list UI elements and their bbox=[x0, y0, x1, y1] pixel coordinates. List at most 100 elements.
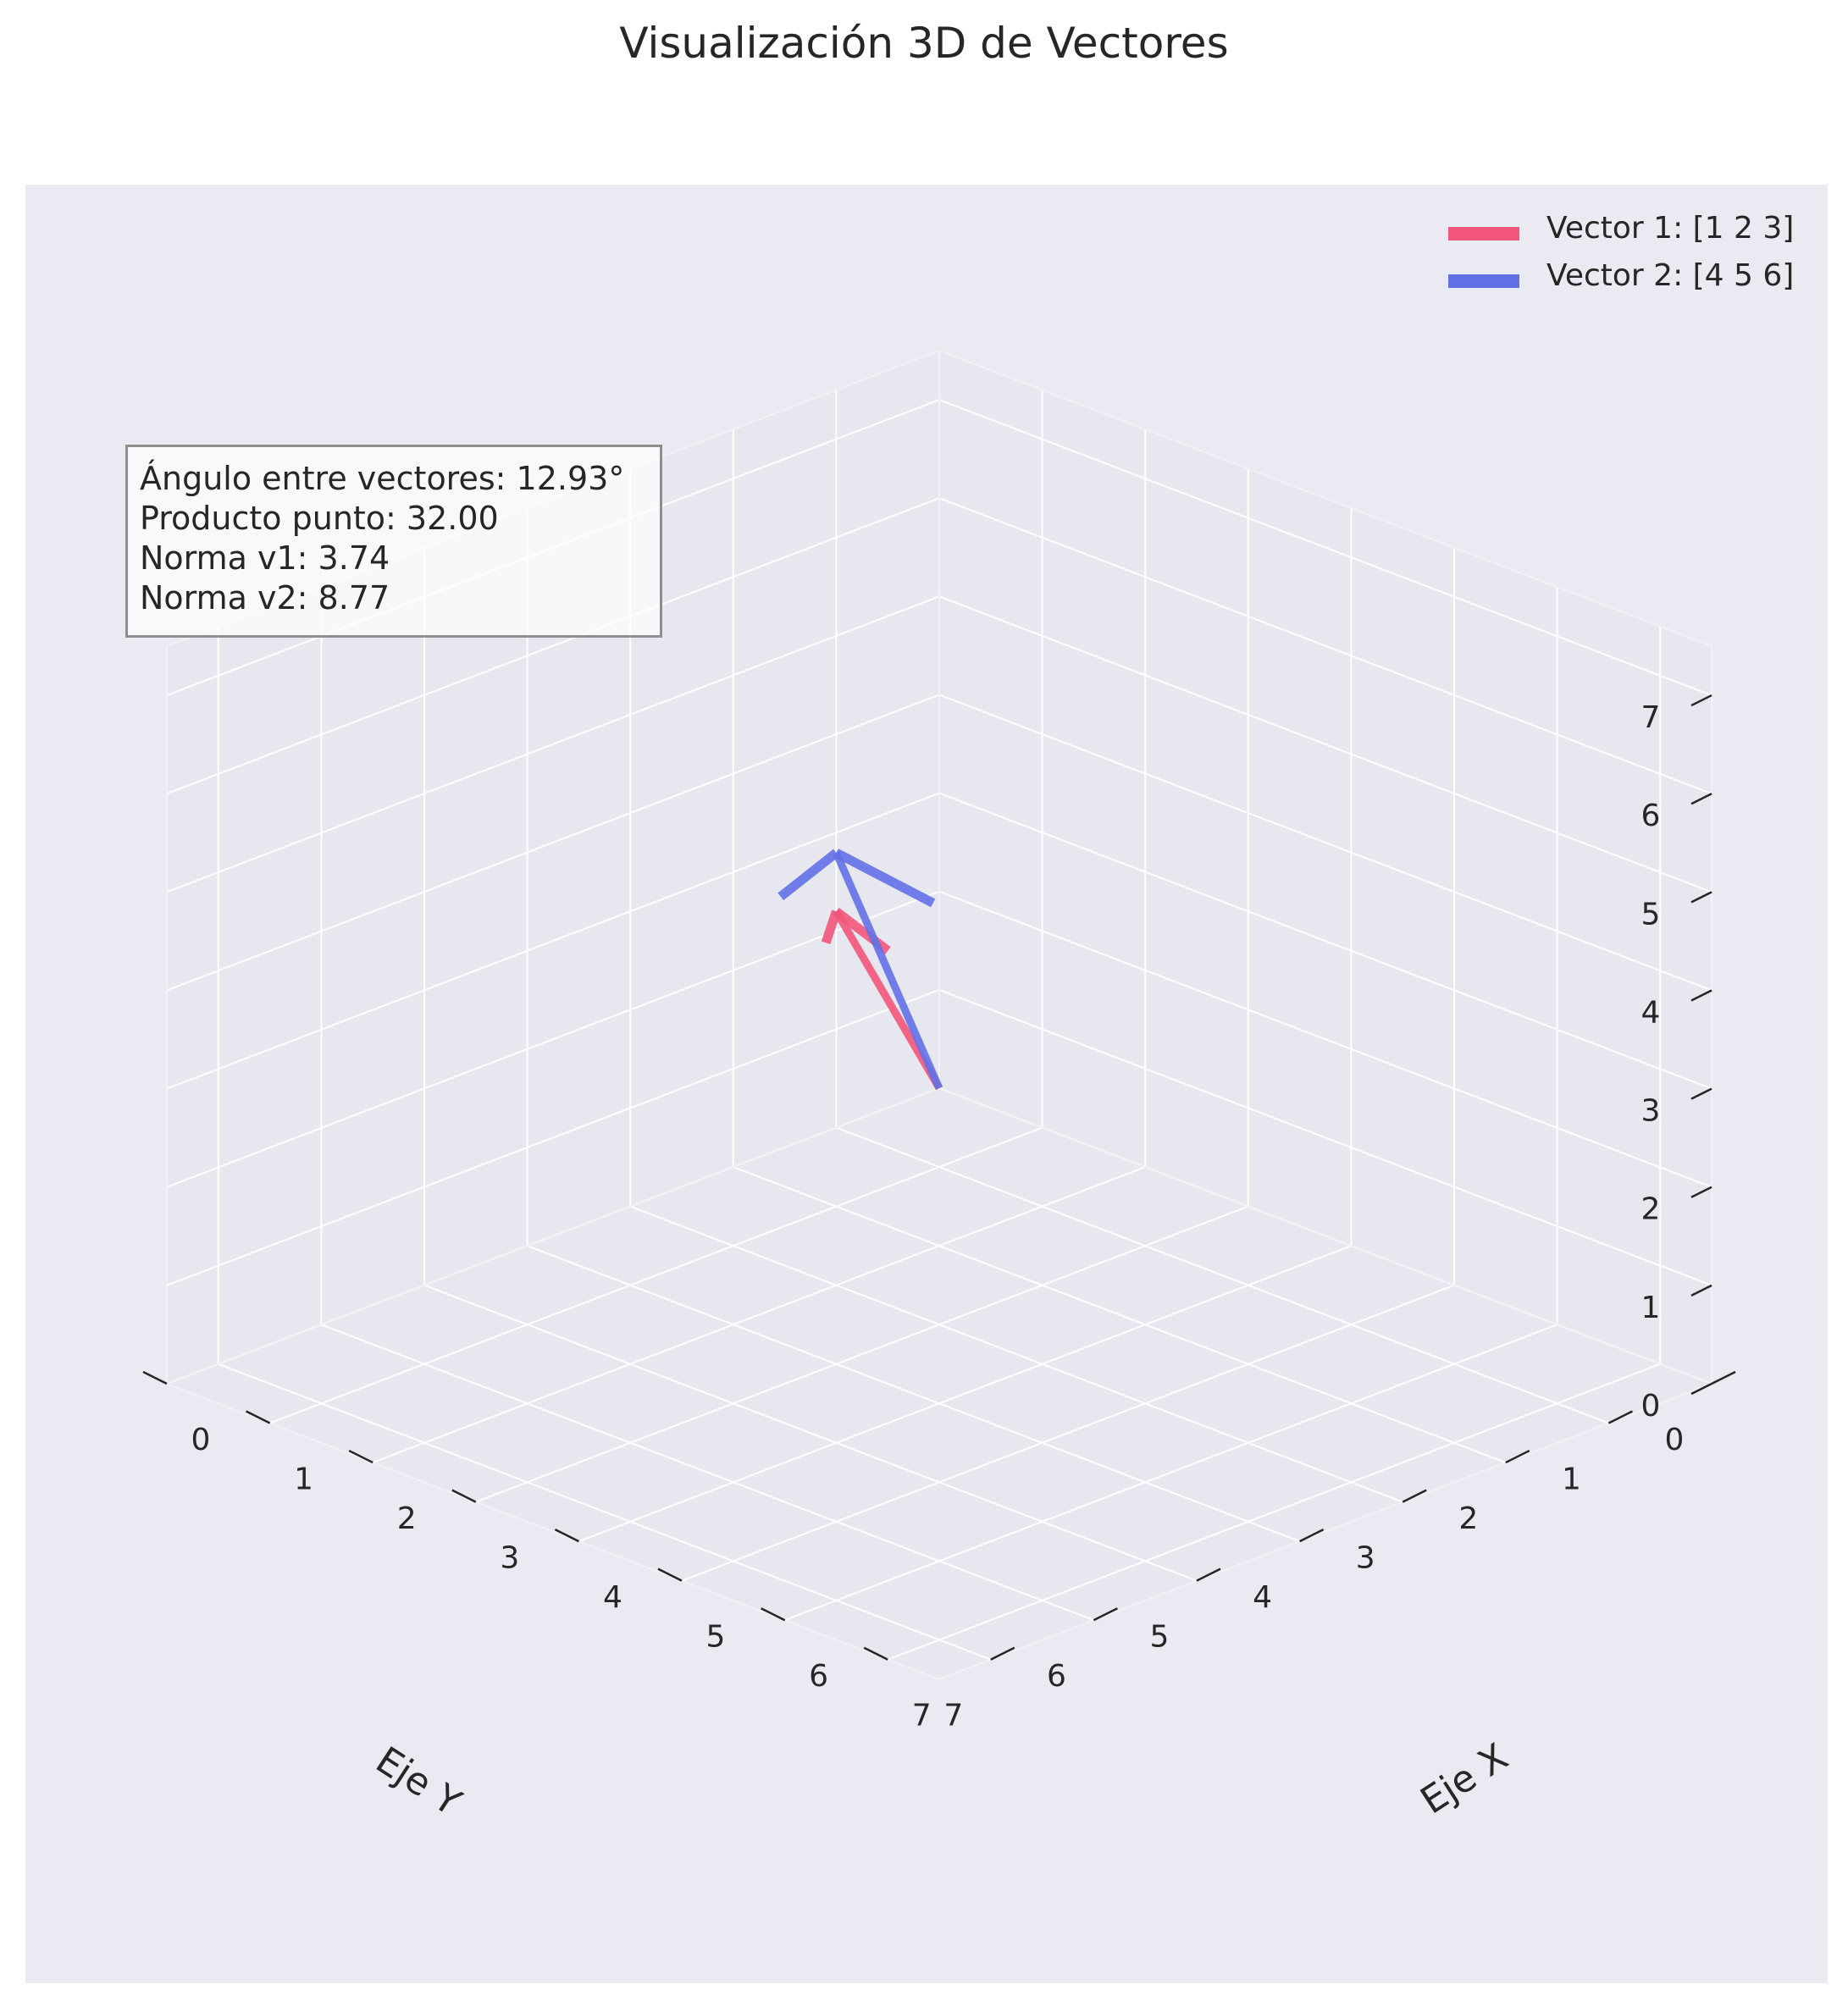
z-tick-label: 5 bbox=[1641, 897, 1661, 932]
gridline-floor-y bbox=[321, 1324, 1094, 1622]
gridline-floor-x bbox=[269, 1126, 1043, 1424]
z-tick-label: 2 bbox=[1641, 1192, 1661, 1227]
y-tick-mark bbox=[1505, 1449, 1530, 1464]
gridline-floor-y bbox=[423, 1284, 1198, 1582]
gridline-wall-y-horizontal bbox=[166, 988, 940, 1286]
y-tick-mark bbox=[1093, 1607, 1118, 1622]
legend: Vector 1: [1 2 3] Vector 2: [4 5 6] bbox=[1440, 210, 1812, 305]
z-tick-label: 0 bbox=[1641, 1389, 1661, 1424]
y-tick-label: 1 bbox=[1562, 1462, 1581, 1497]
gridline-wall-y-horizontal bbox=[166, 497, 940, 795]
y-tick-label: 5 bbox=[1150, 1620, 1170, 1655]
legend-entry-vector-1: Vector 1: [1 2 3] bbox=[1440, 210, 1812, 257]
stats-annotation: Ángulo entre vectores: 12.93° Producto p… bbox=[125, 445, 662, 638]
y-tick-mark bbox=[1607, 1410, 1633, 1424]
x-tick-label: 7 bbox=[912, 1699, 932, 1733]
gridline-wall-x-horizontal bbox=[938, 792, 1712, 1090]
y-tick-label: 4 bbox=[1253, 1580, 1272, 1615]
y-tick-mark bbox=[1402, 1489, 1427, 1503]
z-tick-label: 1 bbox=[1641, 1291, 1661, 1325]
x-axis-label: Eje X bbox=[1414, 1735, 1516, 1822]
gridline-floor-x bbox=[578, 1245, 1352, 1543]
gridline-floor-x bbox=[372, 1166, 1146, 1464]
gridline-wall-y-horizontal bbox=[166, 890, 940, 1188]
y-tick-label: 7 bbox=[943, 1699, 963, 1733]
x-tick-label: 5 bbox=[706, 1620, 726, 1655]
gridline-wall-x-horizontal bbox=[938, 595, 1712, 893]
x-tick-label: 2 bbox=[397, 1501, 417, 1536]
gridline-floor-y bbox=[629, 1205, 1403, 1503]
x-tick-mark bbox=[348, 1449, 373, 1464]
y-tick-mark bbox=[990, 1646, 1015, 1661]
legend-swatch-vector-1 bbox=[1448, 227, 1519, 241]
gridline-floor-x bbox=[475, 1205, 1249, 1503]
gridline-floor-y bbox=[836, 1126, 1609, 1424]
pane-edge bbox=[166, 1383, 940, 1680]
gridline-floor-x bbox=[681, 1284, 1455, 1582]
z-tick-label: 3 bbox=[1641, 1094, 1661, 1129]
legend-entry-vector-2: Vector 2: [4 5 6] bbox=[1440, 257, 1812, 305]
legend-label-vector-1: Vector 1: [1 2 3] bbox=[1546, 211, 1795, 246]
gridline-wall-y-horizontal bbox=[166, 694, 940, 992]
y-tick-mark bbox=[1196, 1567, 1221, 1582]
gridline-floor-x bbox=[887, 1363, 1661, 1661]
z-tick-mark bbox=[1690, 989, 1712, 1002]
z-tick-label: 6 bbox=[1641, 799, 1661, 833]
y-tick-label: 0 bbox=[1665, 1423, 1685, 1457]
z-tick-label: 4 bbox=[1641, 995, 1661, 1030]
vector-2-shaft bbox=[833, 851, 943, 1090]
y-tick-mark bbox=[1299, 1529, 1325, 1543]
vector-1-shaft bbox=[833, 909, 943, 1091]
y-axis-label: Eje Y bbox=[368, 1739, 468, 1825]
z-tick-mark bbox=[1690, 1382, 1712, 1396]
angle-text: Ángulo entre vectores: 12.93° bbox=[140, 460, 625, 497]
x-tick-label: 0 bbox=[191, 1423, 211, 1457]
gridline-floor-y bbox=[218, 1363, 992, 1661]
pane-edge bbox=[938, 350, 1712, 647]
x-tick-label: 4 bbox=[603, 1580, 622, 1615]
pane-edge bbox=[166, 1087, 940, 1385]
plot-area: 0 1 2 3 4 5 6 7 0 1 2 3 4 5 6 7 0 1 2 3 4 5 6 7 Eje X Eje Y Ángul… bbox=[25, 185, 1828, 1983]
z-tick-mark bbox=[1690, 891, 1712, 904]
x-tick-label: 6 bbox=[809, 1659, 828, 1694]
gridline-wall-y-horizontal bbox=[166, 595, 940, 893]
x-tick-mark bbox=[451, 1489, 477, 1503]
x-tick-mark bbox=[863, 1646, 888, 1661]
pane-edge bbox=[938, 1087, 1712, 1385]
x-tick-mark bbox=[657, 1567, 683, 1582]
pane-xz bbox=[939, 351, 1712, 1384]
gridline-wall-x-horizontal bbox=[938, 497, 1712, 795]
gridline-wall-x-horizontal bbox=[938, 890, 1712, 1188]
z-tick-mark bbox=[1690, 1284, 1712, 1297]
x-tick-mark bbox=[554, 1529, 579, 1543]
dot-product-text: Producto punto: 32.00 bbox=[140, 500, 499, 537]
gridline-wall-y-horizontal bbox=[166, 792, 940, 1090]
gridline-floor-y bbox=[527, 1245, 1300, 1543]
z-tick-mark bbox=[1690, 793, 1712, 805]
z-tick-label: 7 bbox=[1641, 700, 1661, 735]
x-tick-label: 3 bbox=[500, 1541, 519, 1576]
z-tick-mark bbox=[1690, 1186, 1712, 1198]
y-tick-mark bbox=[1711, 1370, 1736, 1385]
x-tick-mark bbox=[142, 1370, 168, 1385]
vector-1-head-barb bbox=[821, 910, 841, 945]
gridline-wall-x-horizontal bbox=[938, 988, 1712, 1286]
y-tick-label: 3 bbox=[1356, 1541, 1375, 1576]
gridline-wall-x-horizontal bbox=[938, 694, 1712, 992]
gridline-wall-x-horizontal bbox=[938, 399, 1712, 697]
x-tick-label: 1 bbox=[294, 1462, 313, 1497]
vector-2-head-barb bbox=[777, 849, 839, 901]
gridline-floor-x bbox=[784, 1324, 1558, 1622]
x-tick-mark bbox=[761, 1607, 786, 1622]
y-tick-label: 2 bbox=[1458, 1501, 1478, 1536]
norm-v2-text: Norma v2: 8.77 bbox=[140, 579, 390, 616]
x-tick-mark bbox=[246, 1410, 271, 1424]
legend-swatch-vector-2 bbox=[1448, 274, 1519, 288]
y-tick-label: 6 bbox=[1047, 1659, 1066, 1694]
legend-label-vector-2: Vector 2: [4 5 6] bbox=[1546, 258, 1795, 293]
norm-v1-text: Norma v1: 3.74 bbox=[140, 539, 390, 577]
chart-title: Visualización 3D de Vectores bbox=[619, 19, 1229, 68]
vector-2-head-barb bbox=[833, 849, 936, 908]
z-tick-mark bbox=[1690, 694, 1712, 707]
z-tick-mark bbox=[1690, 1087, 1712, 1100]
